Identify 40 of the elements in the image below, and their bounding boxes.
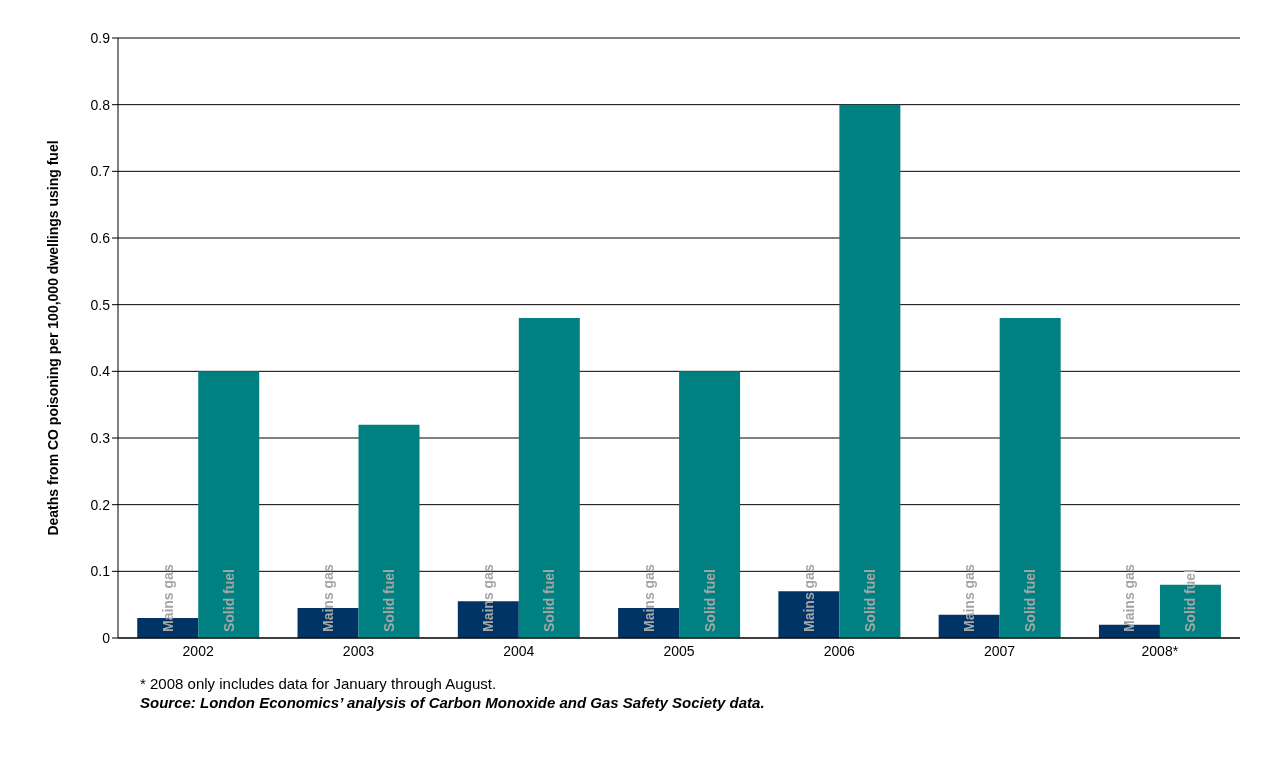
text: Solid fuel xyxy=(701,569,718,632)
y-tick-label: 0.9 xyxy=(90,29,111,46)
y-tick-label: 0.5 xyxy=(90,296,111,313)
bar xyxy=(679,371,741,638)
y-tick-label: 0.8 xyxy=(90,96,111,113)
source-note: Source: London Economics’ analysis of Carbon Monoxide and Gas Safety Society data. xyxy=(140,693,765,712)
y-tick-label: 0.2 xyxy=(90,496,111,513)
x-tick-label: 2003 xyxy=(342,642,375,659)
text: Solid fuel xyxy=(861,569,878,632)
x-tick-label: 2005 xyxy=(663,642,695,659)
text: * 2008 only includes data for January through August. xyxy=(140,674,498,693)
text: Solid fuel xyxy=(1022,569,1039,632)
text: Solid fuel xyxy=(1182,569,1199,632)
y-tick-label: 0.4 xyxy=(90,363,111,380)
text: Solid fuel xyxy=(381,569,398,632)
y-tick-label: 0.1 xyxy=(90,563,111,580)
x-tick-label: 2006 xyxy=(823,642,856,659)
text: Mains gas xyxy=(1121,564,1138,632)
bar xyxy=(198,371,260,638)
bar xyxy=(999,318,1061,638)
y-tick-label: 0 xyxy=(102,629,111,646)
y-axis-title: Deaths from CO poisoning per 100,000 dwellings using fuel xyxy=(44,140,61,536)
x-tick-label: 2008* xyxy=(1141,642,1179,659)
bar xyxy=(518,318,580,638)
text: Mains gas xyxy=(159,564,176,632)
y-tick-label: 0.3 xyxy=(90,429,111,446)
text: Mains gas xyxy=(800,564,817,632)
text: Mains gas xyxy=(640,564,657,632)
bar xyxy=(358,424,420,638)
y-tick-label: 0.6 xyxy=(90,229,111,246)
x-tick-label: 2002 xyxy=(182,642,214,659)
text: Mains gas xyxy=(961,564,978,632)
bar xyxy=(839,104,901,638)
y-tick-label: 0.7 xyxy=(90,163,111,180)
x-tick-label: 2004 xyxy=(503,642,535,659)
text: Mains gas xyxy=(480,564,497,632)
x-tick-label: 2007 xyxy=(983,642,1016,659)
text: Solid fuel xyxy=(541,569,558,632)
series-label: Solid fuel xyxy=(220,569,237,632)
text: Mains gas xyxy=(320,564,337,632)
